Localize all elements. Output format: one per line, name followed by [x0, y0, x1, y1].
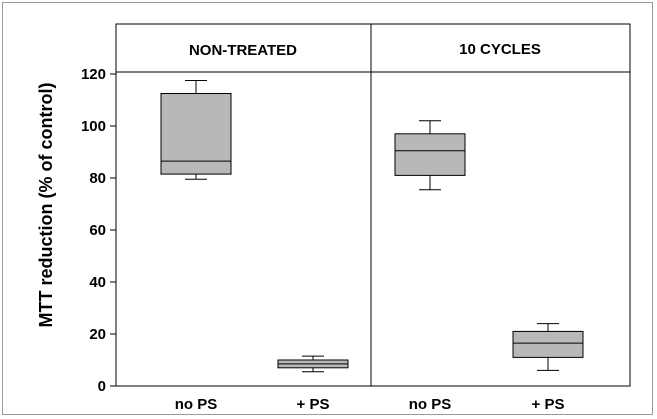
- box-panel1-plus-ps: [277, 355, 349, 373]
- y-axis-label: MTT reduction (% of control): [36, 83, 56, 328]
- x-label-panel2-plus-ps: + PS: [532, 396, 565, 413]
- iqr-box-panel2-no-ps: [394, 133, 466, 176]
- boxes: [160, 80, 584, 373]
- iqr-box-panel2-plus-ps: [512, 330, 584, 358]
- y-tick-label-40: 40: [89, 274, 106, 291]
- plot-area: [115, 23, 631, 387]
- x-label-panel1-no-ps: no PS: [175, 396, 218, 413]
- iqr-box-panel1-no-ps: [160, 93, 232, 175]
- x-label-panel2-no-ps: no PS: [409, 396, 452, 413]
- y-tick-label-60: 60: [89, 222, 106, 239]
- y-tick-label-120: 120: [81, 66, 106, 83]
- y-axis: 0 20 40 60 80 100 120: [81, 66, 116, 395]
- box-panel2-plus-ps: [512, 323, 584, 371]
- y-tick-label-20: 20: [89, 326, 106, 343]
- box-panel2-no-ps: [394, 120, 466, 191]
- panel-title-non-treated: NON-TREATED: [189, 42, 297, 59]
- y-tick-label-100: 100: [81, 118, 106, 135]
- y-tick-label-80: 80: [89, 170, 106, 187]
- x-axis: no PS + PS no PS + PS: [175, 396, 565, 413]
- y-tick-label-0: 0: [98, 378, 106, 395]
- box-panel1-no-ps: [160, 80, 232, 180]
- panel-title-10-cycles: 10 CYCLES: [459, 41, 541, 58]
- figure-frame: [2, 2, 653, 415]
- x-label-panel1-plus-ps: + PS: [297, 396, 330, 413]
